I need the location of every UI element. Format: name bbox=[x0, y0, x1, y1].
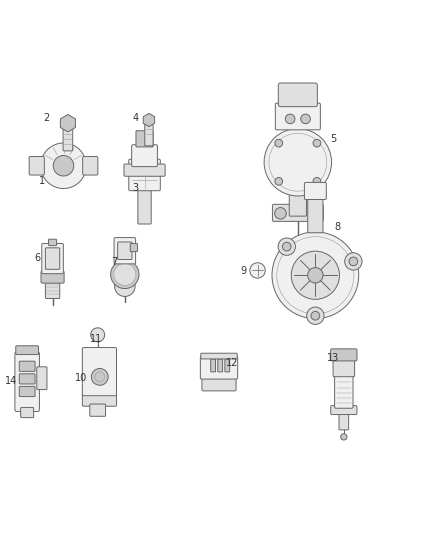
Text: 4: 4 bbox=[133, 112, 139, 123]
Circle shape bbox=[275, 207, 286, 219]
Text: 12: 12 bbox=[226, 358, 238, 368]
FancyBboxPatch shape bbox=[272, 204, 323, 221]
Text: 7: 7 bbox=[111, 257, 117, 267]
FancyBboxPatch shape bbox=[49, 239, 57, 246]
Circle shape bbox=[41, 143, 86, 189]
FancyBboxPatch shape bbox=[63, 125, 73, 151]
FancyBboxPatch shape bbox=[19, 386, 35, 397]
Circle shape bbox=[264, 128, 332, 196]
FancyBboxPatch shape bbox=[16, 346, 39, 354]
Circle shape bbox=[275, 139, 283, 147]
Text: 11: 11 bbox=[90, 334, 102, 344]
FancyBboxPatch shape bbox=[46, 248, 60, 269]
Circle shape bbox=[313, 177, 321, 185]
Circle shape bbox=[115, 276, 135, 296]
FancyBboxPatch shape bbox=[41, 271, 64, 283]
FancyBboxPatch shape bbox=[21, 407, 34, 418]
FancyBboxPatch shape bbox=[29, 157, 44, 175]
FancyBboxPatch shape bbox=[276, 103, 320, 130]
FancyBboxPatch shape bbox=[42, 244, 64, 273]
Circle shape bbox=[307, 268, 323, 283]
Circle shape bbox=[309, 207, 321, 219]
FancyBboxPatch shape bbox=[46, 281, 60, 298]
FancyBboxPatch shape bbox=[124, 164, 165, 176]
FancyBboxPatch shape bbox=[304, 182, 326, 199]
Text: 14: 14 bbox=[5, 376, 17, 386]
Circle shape bbox=[250, 263, 265, 278]
FancyBboxPatch shape bbox=[82, 393, 117, 406]
FancyBboxPatch shape bbox=[145, 121, 153, 146]
Text: 13: 13 bbox=[327, 353, 339, 364]
FancyBboxPatch shape bbox=[37, 367, 47, 390]
FancyBboxPatch shape bbox=[333, 358, 355, 377]
FancyBboxPatch shape bbox=[130, 244, 138, 252]
Circle shape bbox=[345, 253, 362, 270]
FancyBboxPatch shape bbox=[331, 406, 357, 415]
FancyBboxPatch shape bbox=[90, 404, 106, 416]
FancyBboxPatch shape bbox=[278, 83, 318, 107]
Text: 5: 5 bbox=[330, 134, 336, 144]
Circle shape bbox=[91, 328, 105, 342]
FancyBboxPatch shape bbox=[19, 361, 35, 372]
FancyBboxPatch shape bbox=[136, 131, 153, 147]
Text: 10: 10 bbox=[75, 373, 87, 383]
FancyBboxPatch shape bbox=[331, 349, 357, 361]
Circle shape bbox=[275, 177, 283, 185]
FancyBboxPatch shape bbox=[335, 374, 353, 408]
Circle shape bbox=[291, 251, 339, 300]
FancyBboxPatch shape bbox=[200, 357, 238, 379]
Circle shape bbox=[272, 232, 359, 319]
FancyBboxPatch shape bbox=[19, 374, 35, 384]
Circle shape bbox=[311, 311, 320, 320]
FancyBboxPatch shape bbox=[218, 359, 223, 372]
FancyBboxPatch shape bbox=[118, 242, 132, 260]
FancyBboxPatch shape bbox=[132, 145, 157, 167]
FancyBboxPatch shape bbox=[339, 413, 349, 430]
FancyBboxPatch shape bbox=[15, 352, 39, 411]
FancyBboxPatch shape bbox=[225, 359, 230, 372]
FancyBboxPatch shape bbox=[138, 189, 151, 224]
Polygon shape bbox=[60, 115, 75, 132]
Circle shape bbox=[283, 243, 291, 251]
Text: 9: 9 bbox=[240, 266, 246, 276]
Circle shape bbox=[278, 238, 295, 255]
FancyBboxPatch shape bbox=[82, 348, 117, 395]
Text: 8: 8 bbox=[334, 222, 340, 232]
Text: 3: 3 bbox=[133, 183, 139, 192]
Circle shape bbox=[53, 156, 74, 176]
FancyBboxPatch shape bbox=[129, 159, 160, 191]
Text: 6: 6 bbox=[34, 253, 40, 263]
Circle shape bbox=[307, 307, 324, 325]
FancyBboxPatch shape bbox=[83, 157, 98, 175]
Circle shape bbox=[285, 114, 295, 124]
Circle shape bbox=[349, 257, 358, 266]
Circle shape bbox=[341, 434, 347, 440]
Circle shape bbox=[301, 114, 311, 124]
FancyBboxPatch shape bbox=[289, 161, 307, 216]
Circle shape bbox=[114, 263, 136, 286]
Circle shape bbox=[111, 260, 139, 288]
FancyBboxPatch shape bbox=[201, 353, 237, 359]
Circle shape bbox=[92, 368, 108, 385]
FancyBboxPatch shape bbox=[202, 376, 236, 391]
Polygon shape bbox=[143, 114, 155, 126]
FancyBboxPatch shape bbox=[114, 238, 136, 264]
FancyBboxPatch shape bbox=[211, 359, 215, 372]
FancyBboxPatch shape bbox=[308, 197, 323, 233]
FancyBboxPatch shape bbox=[49, 168, 78, 183]
Circle shape bbox=[313, 139, 321, 147]
Text: 1: 1 bbox=[39, 176, 45, 186]
Text: 2: 2 bbox=[43, 112, 49, 123]
